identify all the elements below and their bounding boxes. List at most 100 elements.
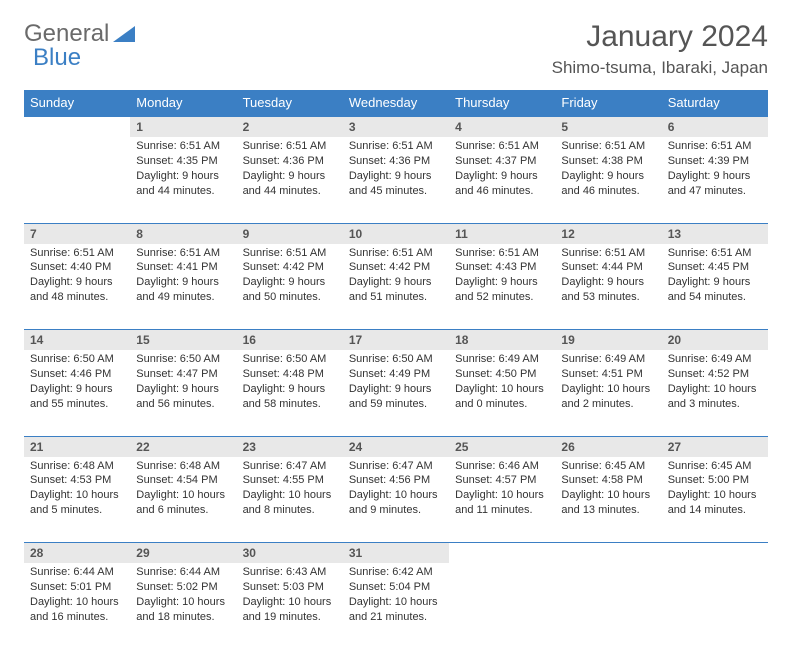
sunrise-text: Sunrise: 6:51 AM xyxy=(30,246,124,261)
sunset-text: Sunset: 4:41 PM xyxy=(136,260,230,275)
day-number: 22 xyxy=(130,436,236,457)
daylight-text: Daylight: 9 hours and 51 minutes. xyxy=(349,275,443,305)
month-title: January 2024 xyxy=(552,20,768,54)
day-number: 18 xyxy=(449,330,555,351)
empty-daynum xyxy=(555,543,661,564)
empty-cell xyxy=(449,563,555,649)
day-info: Sunrise: 6:48 AMSunset: 4:53 PMDaylight:… xyxy=(24,457,130,543)
daylight-text: Daylight: 10 hours and 16 minutes. xyxy=(30,595,124,625)
sunrise-text: Sunrise: 6:42 AM xyxy=(349,565,443,580)
daylight-text: Daylight: 9 hours and 46 minutes. xyxy=(561,169,655,199)
calendar-head: SundayMondayTuesdayWednesdayThursdayFrid… xyxy=(24,90,768,116)
sunrise-text: Sunrise: 6:51 AM xyxy=(136,139,230,154)
daylight-text: Daylight: 10 hours and 21 minutes. xyxy=(349,595,443,625)
sunrise-text: Sunrise: 6:43 AM xyxy=(243,565,337,580)
weekday-header: Tuesday xyxy=(237,90,343,116)
day-number: 8 xyxy=(130,223,236,244)
day-info: Sunrise: 6:50 AMSunset: 4:48 PMDaylight:… xyxy=(237,350,343,436)
sunset-text: Sunset: 4:56 PM xyxy=(349,473,443,488)
day-info: Sunrise: 6:51 AMSunset: 4:42 PMDaylight:… xyxy=(237,244,343,330)
sunset-text: Sunset: 5:00 PM xyxy=(668,473,762,488)
sunrise-text: Sunrise: 6:44 AM xyxy=(30,565,124,580)
sunset-text: Sunset: 4:35 PM xyxy=(136,154,230,169)
daylight-text: Daylight: 9 hours and 59 minutes. xyxy=(349,382,443,412)
sunset-text: Sunset: 5:01 PM xyxy=(30,580,124,595)
day-info: Sunrise: 6:50 AMSunset: 4:46 PMDaylight:… xyxy=(24,350,130,436)
sunset-text: Sunset: 4:57 PM xyxy=(455,473,549,488)
sunrise-text: Sunrise: 6:51 AM xyxy=(561,246,655,261)
day-number: 14 xyxy=(24,330,130,351)
daylight-text: Daylight: 10 hours and 18 minutes. xyxy=(136,595,230,625)
brand-part2: Blue xyxy=(33,44,81,72)
day-number: 30 xyxy=(237,543,343,564)
empty-daynum xyxy=(24,116,130,137)
daylight-text: Daylight: 9 hours and 55 minutes. xyxy=(30,382,124,412)
day-number: 13 xyxy=(662,223,768,244)
daylight-text: Daylight: 9 hours and 47 minutes. xyxy=(668,169,762,199)
sunset-text: Sunset: 4:55 PM xyxy=(243,473,337,488)
sunset-text: Sunset: 4:58 PM xyxy=(561,473,655,488)
sunrise-text: Sunrise: 6:44 AM xyxy=(136,565,230,580)
sunrise-text: Sunrise: 6:51 AM xyxy=(349,246,443,261)
day-number: 2 xyxy=(237,116,343,137)
sunrise-text: Sunrise: 6:46 AM xyxy=(455,459,549,474)
daylight-text: Daylight: 10 hours and 19 minutes. xyxy=(243,595,337,625)
weekday-header: Monday xyxy=(130,90,236,116)
day-number: 3 xyxy=(343,116,449,137)
sunrise-text: Sunrise: 6:51 AM xyxy=(668,139,762,154)
empty-daynum xyxy=(662,543,768,564)
sunrise-text: Sunrise: 6:49 AM xyxy=(668,352,762,367)
day-info: Sunrise: 6:51 AMSunset: 4:36 PMDaylight:… xyxy=(237,137,343,223)
empty-daynum xyxy=(449,543,555,564)
day-info: Sunrise: 6:51 AMSunset: 4:39 PMDaylight:… xyxy=(662,137,768,223)
day-number: 5 xyxy=(555,116,661,137)
title-block: January 2024 Shimo-tsuma, Ibaraki, Japan xyxy=(552,20,768,78)
day-info: Sunrise: 6:51 AMSunset: 4:40 PMDaylight:… xyxy=(24,244,130,330)
sunset-text: Sunset: 4:50 PM xyxy=(455,367,549,382)
day-info: Sunrise: 6:44 AMSunset: 5:01 PMDaylight:… xyxy=(24,563,130,649)
sunset-text: Sunset: 4:38 PM xyxy=(561,154,655,169)
day-number: 15 xyxy=(130,330,236,351)
day-number: 11 xyxy=(449,223,555,244)
day-info: Sunrise: 6:49 AMSunset: 4:51 PMDaylight:… xyxy=(555,350,661,436)
day-info: Sunrise: 6:50 AMSunset: 4:47 PMDaylight:… xyxy=(130,350,236,436)
daylight-text: Daylight: 10 hours and 2 minutes. xyxy=(561,382,655,412)
daylight-text: Daylight: 10 hours and 0 minutes. xyxy=(455,382,549,412)
day-info: Sunrise: 6:51 AMSunset: 4:41 PMDaylight:… xyxy=(130,244,236,330)
day-info: Sunrise: 6:49 AMSunset: 4:52 PMDaylight:… xyxy=(662,350,768,436)
daylight-text: Daylight: 9 hours and 53 minutes. xyxy=(561,275,655,305)
sunset-text: Sunset: 5:02 PM xyxy=(136,580,230,595)
sunrise-text: Sunrise: 6:45 AM xyxy=(561,459,655,474)
day-info: Sunrise: 6:42 AMSunset: 5:04 PMDaylight:… xyxy=(343,563,449,649)
day-number: 10 xyxy=(343,223,449,244)
sunrise-text: Sunrise: 6:51 AM xyxy=(136,246,230,261)
day-number: 17 xyxy=(343,330,449,351)
sunset-text: Sunset: 4:39 PM xyxy=(668,154,762,169)
weekday-header: Wednesday xyxy=(343,90,449,116)
day-number: 19 xyxy=(555,330,661,351)
day-info: Sunrise: 6:50 AMSunset: 4:49 PMDaylight:… xyxy=(343,350,449,436)
daylight-text: Daylight: 10 hours and 6 minutes. xyxy=(136,488,230,518)
sunset-text: Sunset: 4:43 PM xyxy=(455,260,549,275)
sunset-text: Sunset: 4:42 PM xyxy=(243,260,337,275)
empty-cell xyxy=(662,563,768,649)
daylight-text: Daylight: 10 hours and 3 minutes. xyxy=(668,382,762,412)
sunset-text: Sunset: 4:52 PM xyxy=(668,367,762,382)
daylight-text: Daylight: 10 hours and 13 minutes. xyxy=(561,488,655,518)
sunset-text: Sunset: 4:48 PM xyxy=(243,367,337,382)
sunrise-text: Sunrise: 6:47 AM xyxy=(243,459,337,474)
day-info: Sunrise: 6:51 AMSunset: 4:35 PMDaylight:… xyxy=(130,137,236,223)
day-info: Sunrise: 6:47 AMSunset: 4:56 PMDaylight:… xyxy=(343,457,449,543)
daylight-text: Daylight: 10 hours and 8 minutes. xyxy=(243,488,337,518)
daylight-text: Daylight: 10 hours and 5 minutes. xyxy=(30,488,124,518)
sunrise-text: Sunrise: 6:45 AM xyxy=(668,459,762,474)
sunset-text: Sunset: 4:40 PM xyxy=(30,260,124,275)
day-number: 25 xyxy=(449,436,555,457)
page-header: General January 2024 Shimo-tsuma, Ibarak… xyxy=(24,20,768,78)
day-number: 4 xyxy=(449,116,555,137)
sunrise-text: Sunrise: 6:49 AM xyxy=(455,352,549,367)
day-number: 21 xyxy=(24,436,130,457)
day-number: 20 xyxy=(662,330,768,351)
sunset-text: Sunset: 4:51 PM xyxy=(561,367,655,382)
daylight-text: Daylight: 9 hours and 58 minutes. xyxy=(243,382,337,412)
